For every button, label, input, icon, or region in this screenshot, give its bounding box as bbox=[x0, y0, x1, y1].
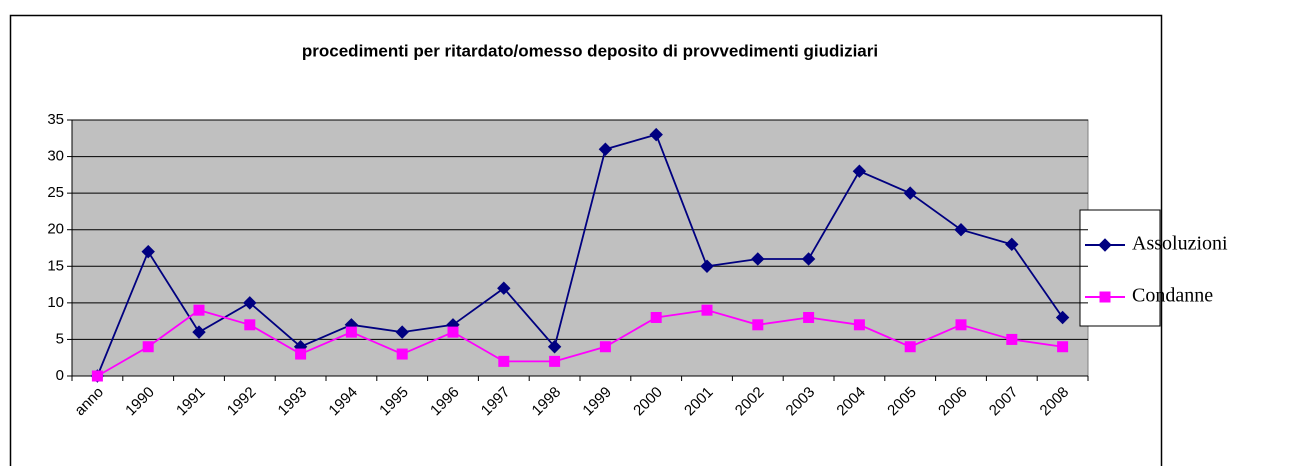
legend-box bbox=[1079, 209, 1161, 327]
data-point bbox=[395, 325, 409, 339]
data-point bbox=[650, 311, 662, 323]
data-point bbox=[853, 319, 865, 331]
data-point bbox=[547, 340, 562, 354]
data-point bbox=[1005, 237, 1019, 252]
data-point bbox=[598, 142, 613, 156]
y-tick-label: 25 bbox=[47, 184, 64, 201]
data-point bbox=[244, 319, 256, 331]
data-point bbox=[549, 355, 561, 367]
data-point bbox=[700, 259, 714, 273]
data-point bbox=[91, 370, 103, 382]
y-tick-label: 10 bbox=[47, 294, 64, 311]
data-point bbox=[852, 164, 867, 178]
data-point bbox=[955, 319, 967, 331]
legend-marker bbox=[1099, 291, 1111, 303]
data-point bbox=[447, 326, 459, 338]
series-line bbox=[96, 309, 1063, 377]
data-point bbox=[1055, 310, 1070, 325]
legend-label: Assoluzioni bbox=[1132, 233, 1228, 255]
data-point bbox=[701, 304, 713, 316]
y-tick-label: 5 bbox=[56, 330, 64, 347]
data-point bbox=[599, 341, 611, 353]
y-tick-label: 0 bbox=[56, 367, 64, 384]
data-point bbox=[193, 304, 205, 316]
data-point bbox=[904, 341, 916, 353]
data-point bbox=[1057, 341, 1069, 353]
data-point bbox=[295, 348, 307, 360]
y-tick-label: 20 bbox=[47, 221, 64, 238]
data-point bbox=[803, 311, 815, 323]
y-tick-label: 30 bbox=[47, 148, 64, 165]
legend-label: Condanne bbox=[1132, 285, 1213, 307]
data-point bbox=[141, 244, 155, 259]
data-point bbox=[752, 319, 764, 331]
data-point bbox=[801, 252, 816, 266]
data-point bbox=[903, 186, 917, 200]
data-point bbox=[396, 348, 408, 360]
data-point bbox=[751, 252, 765, 266]
data-point bbox=[649, 127, 663, 142]
data-point bbox=[142, 341, 154, 353]
data-point bbox=[954, 223, 968, 237]
data-point bbox=[192, 325, 206, 339]
data-point bbox=[498, 355, 510, 367]
series-line bbox=[96, 133, 1064, 377]
data-point bbox=[243, 296, 257, 310]
legend-marker bbox=[1098, 238, 1112, 252]
data-point bbox=[345, 326, 357, 338]
y-tick-label: 35 bbox=[47, 111, 64, 128]
data-point bbox=[497, 281, 511, 295]
y-tick-label: 15 bbox=[47, 257, 64, 274]
data-point bbox=[1006, 333, 1018, 345]
chart-title: procedimenti per ritardato/omesso deposi… bbox=[302, 41, 878, 60]
